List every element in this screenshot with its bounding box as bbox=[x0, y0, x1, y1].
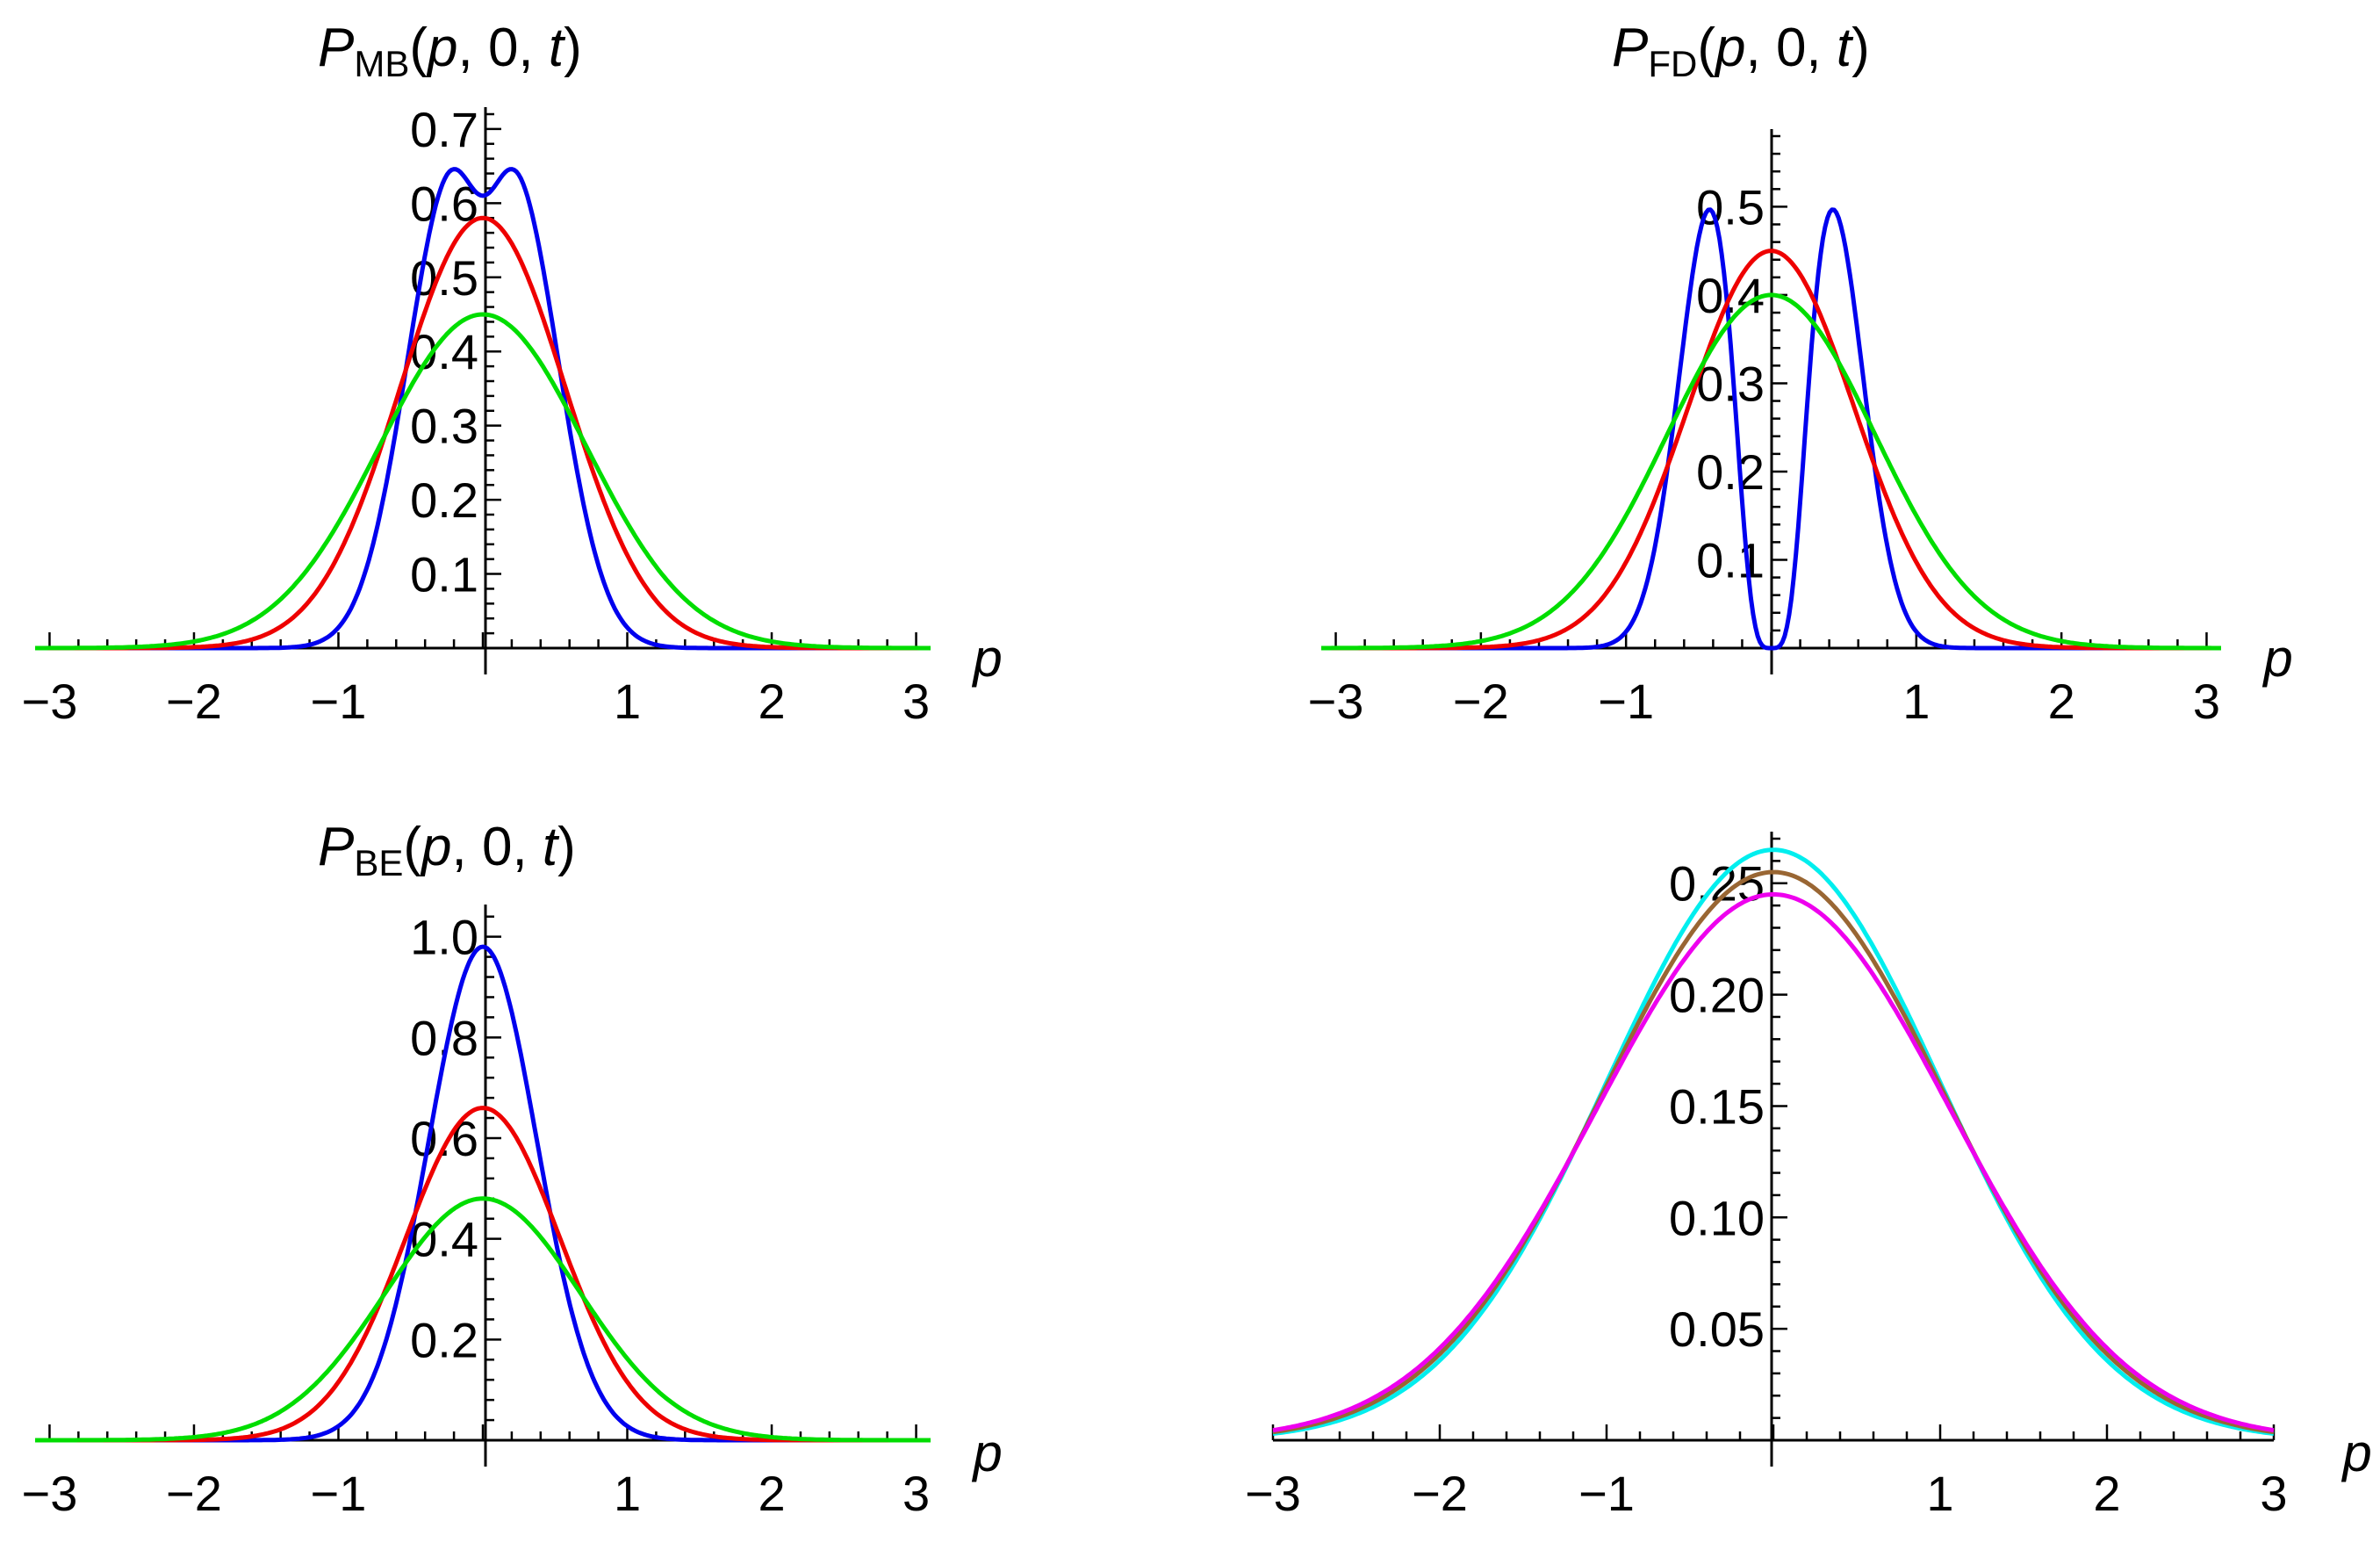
series-line-magenta bbox=[1272, 891, 2275, 1433]
y-tick-label: 0.3 bbox=[410, 399, 478, 454]
y-tick-label: 0.2 bbox=[1696, 444, 1765, 500]
x-tick-label: 1 bbox=[614, 1466, 641, 1521]
series-line-brown bbox=[1272, 869, 2275, 1435]
y-tick-label: 0.10 bbox=[1669, 1190, 1765, 1245]
chart-title: PBE(p, 0, t) bbox=[318, 817, 576, 883]
x-tick-label: −1 bbox=[311, 1466, 367, 1521]
x-tick-label: −2 bbox=[166, 1466, 222, 1521]
x-tick-label: −3 bbox=[1308, 674, 1364, 729]
x-tick-label: 2 bbox=[2048, 674, 2075, 729]
series-line-red bbox=[1321, 249, 2221, 651]
x-tick-label: 1 bbox=[1926, 1466, 1953, 1521]
x-tick-label: 1 bbox=[1902, 674, 1930, 729]
x-tick-label: 3 bbox=[902, 674, 930, 729]
x-tick-label: −3 bbox=[22, 674, 78, 729]
series-line-green bbox=[35, 1196, 931, 1443]
series-line-red bbox=[35, 215, 931, 651]
series-line-blue bbox=[35, 167, 931, 651]
y-tick-label: 0.2 bbox=[410, 472, 478, 528]
chart-title: PMB(p, 0, t) bbox=[318, 18, 582, 84]
x-tick-label: −2 bbox=[1453, 674, 1509, 729]
series-line-green bbox=[1321, 292, 2221, 651]
y-tick-label: 0.7 bbox=[410, 102, 478, 157]
y-tick-label: 0.2 bbox=[410, 1312, 478, 1367]
y-tick-label: 0.6 bbox=[410, 1111, 478, 1166]
series-line-red bbox=[35, 1106, 931, 1443]
x-tick-label: −1 bbox=[1598, 674, 1654, 729]
x-tick-label: 2 bbox=[758, 674, 785, 729]
x-tick-label: −3 bbox=[1245, 1466, 1301, 1521]
x-tick-label: −2 bbox=[1412, 1466, 1468, 1521]
x-tick-label: 3 bbox=[2193, 674, 2220, 729]
x-axis-label: p bbox=[2340, 1424, 2371, 1482]
y-tick-label: 0.4 bbox=[410, 1212, 478, 1267]
chart-title: PFD(p, 0, t) bbox=[1612, 18, 1870, 84]
series-line-cyan bbox=[1272, 847, 2275, 1436]
y-tick-label: 0.5 bbox=[1696, 179, 1765, 234]
x-axis-label: p bbox=[2261, 629, 2292, 688]
x-tick-label: −1 bbox=[1578, 1466, 1635, 1521]
x-tick-label: 2 bbox=[758, 1466, 785, 1521]
y-tick-label: 0.15 bbox=[1669, 1078, 1765, 1134]
chart-mix: −3 −2 −1 1 2 30.050.100.150.200.25p bbox=[1245, 832, 2372, 1521]
y-tick-label: 1.0 bbox=[410, 910, 478, 965]
x-tick-label: 3 bbox=[902, 1466, 930, 1521]
x-tick-label: −3 bbox=[22, 1466, 78, 1521]
y-tick-label: 0.20 bbox=[1669, 968, 1765, 1023]
x-tick-label: 1 bbox=[614, 674, 641, 729]
x-tick-label: 3 bbox=[2260, 1466, 2287, 1521]
y-tick-label: 0.1 bbox=[410, 547, 478, 602]
x-tick-label: 2 bbox=[2093, 1466, 2120, 1521]
series-line-green bbox=[35, 312, 931, 651]
x-axis-label: p bbox=[971, 629, 1002, 688]
series-line-blue bbox=[35, 944, 931, 1443]
x-axis-label: p bbox=[971, 1424, 1002, 1482]
x-tick-label: −2 bbox=[166, 674, 222, 729]
y-tick-label: 0.1 bbox=[1696, 532, 1765, 588]
x-tick-label: −1 bbox=[311, 674, 367, 729]
y-tick-label: 0.05 bbox=[1669, 1301, 1765, 1357]
